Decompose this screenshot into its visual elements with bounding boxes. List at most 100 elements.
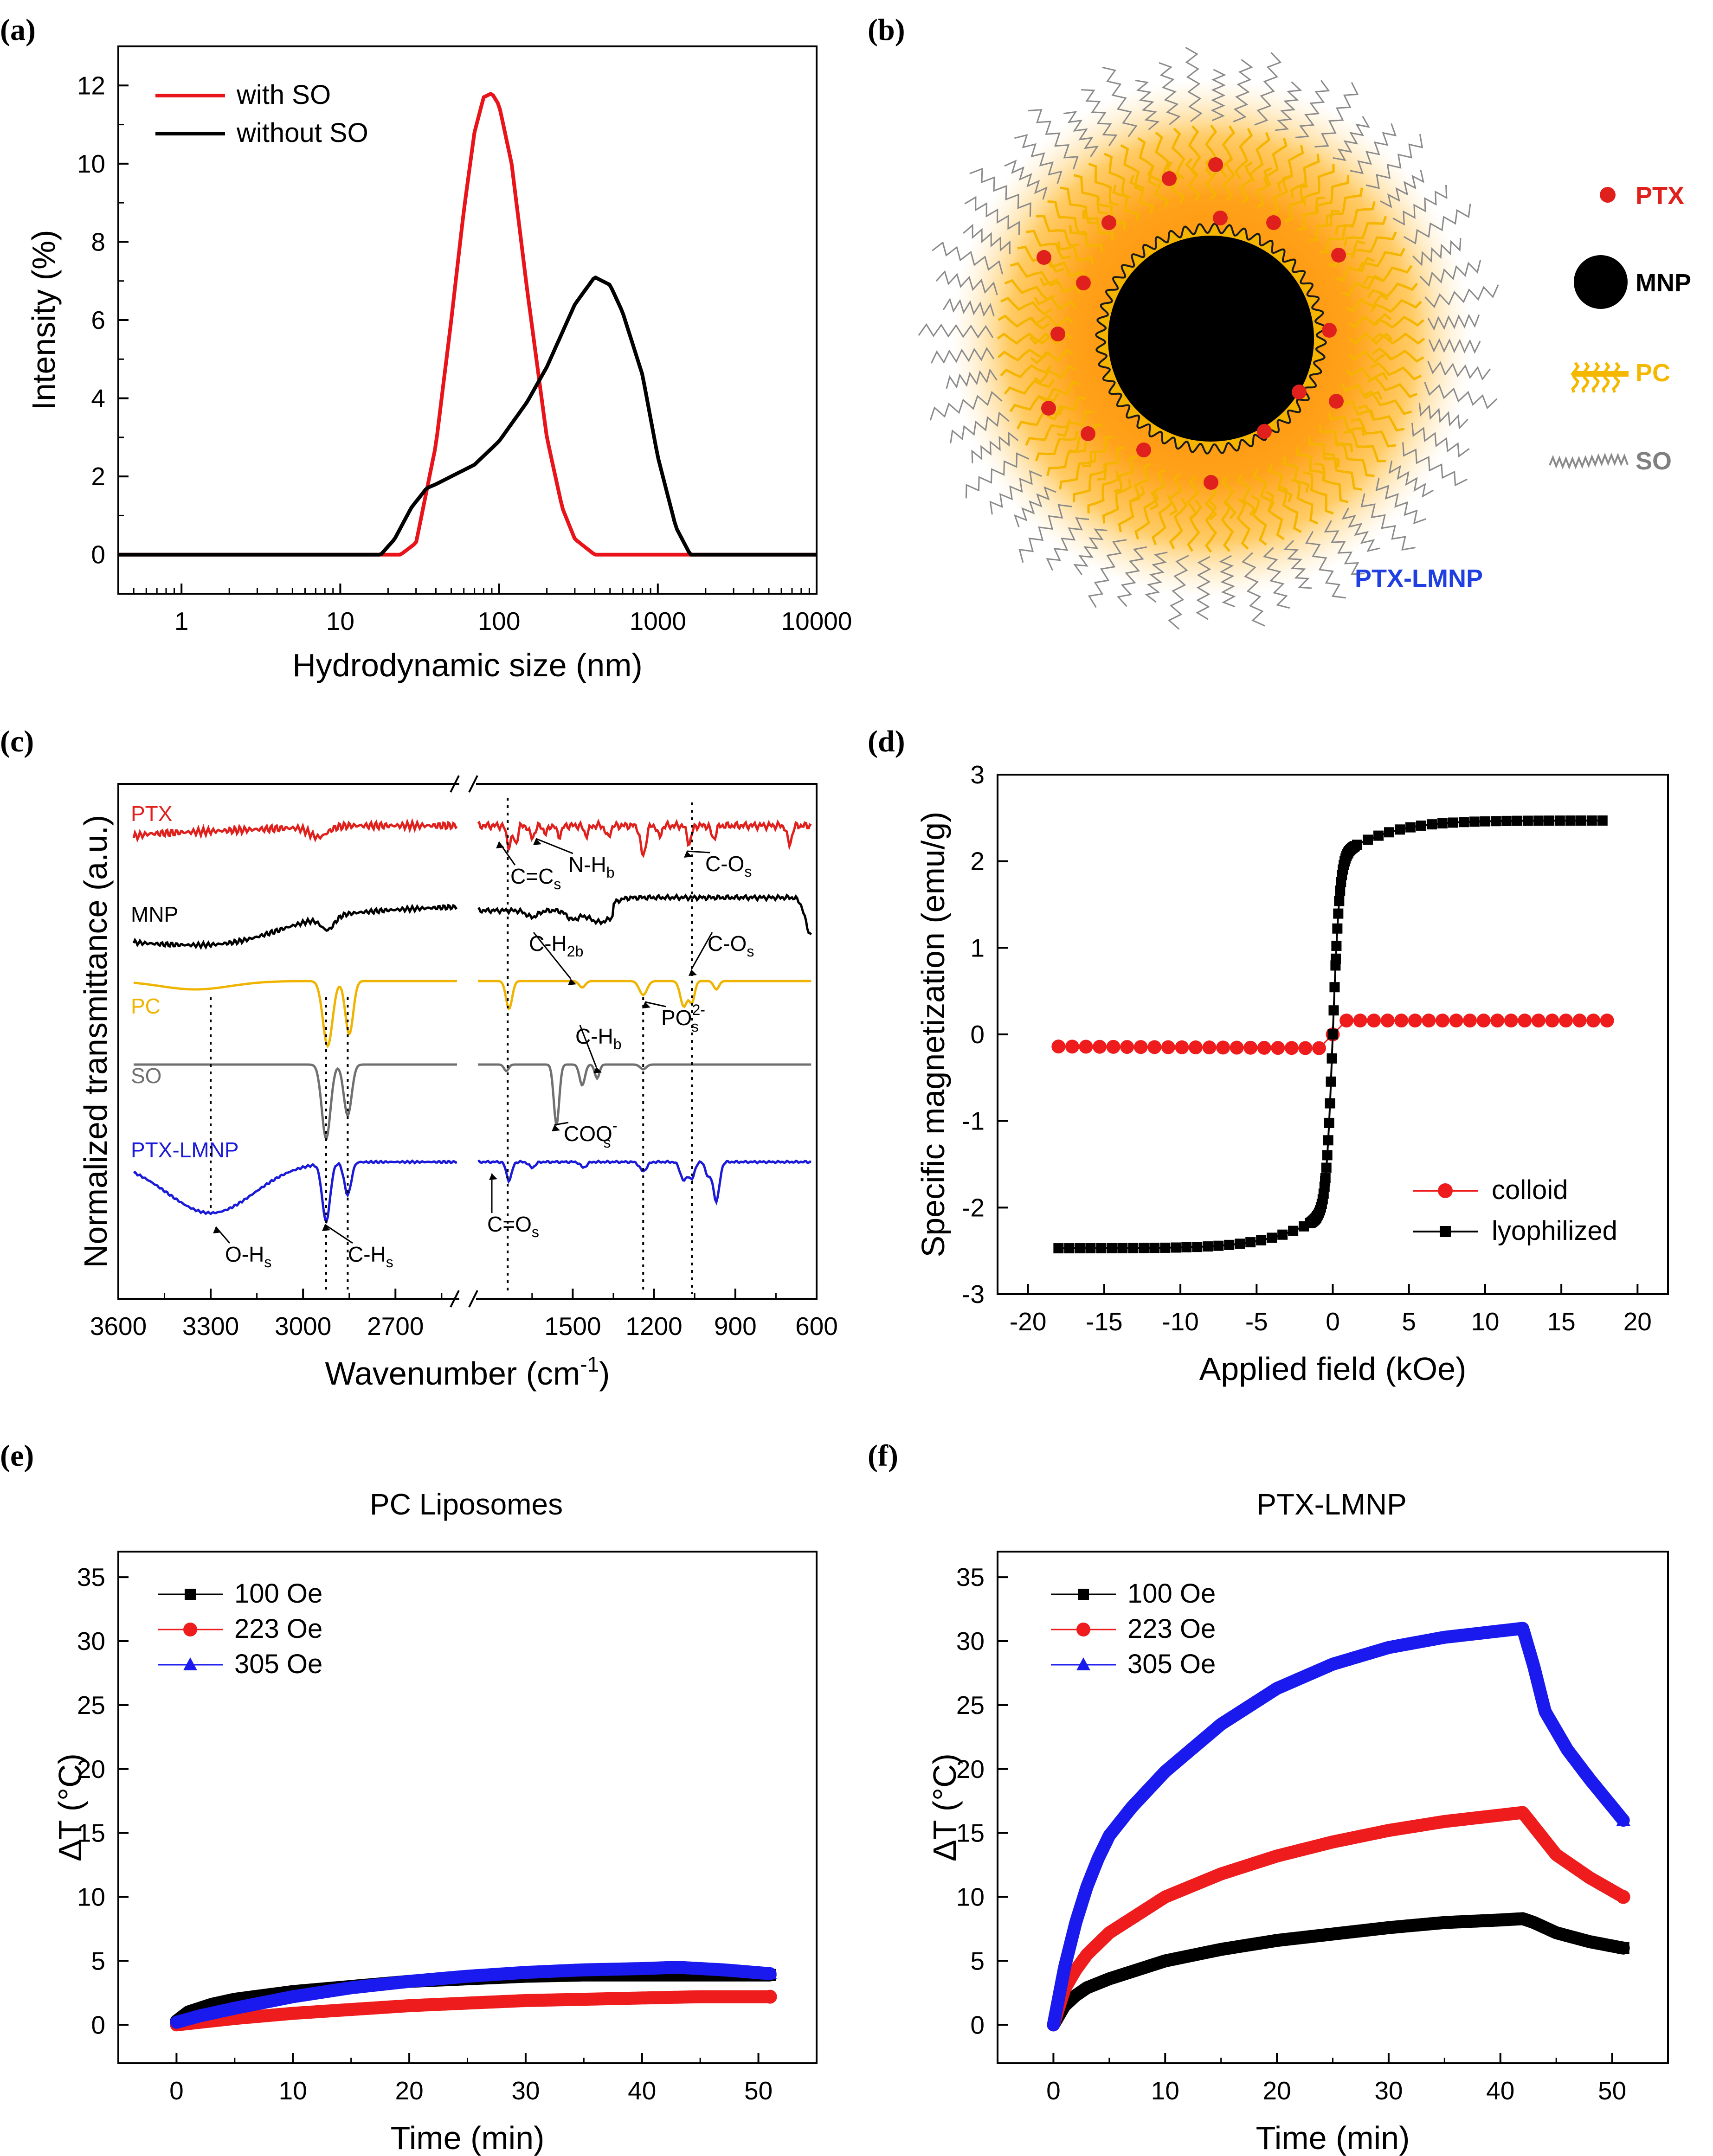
chart-c-annotation-arrowhead	[489, 1174, 497, 1180]
so-chain	[1063, 111, 1099, 157]
chart-c-annotation-sub: s	[386, 1254, 393, 1270]
pc-chain	[1046, 442, 1087, 476]
ptx-dot	[1329, 394, 1344, 409]
pc-chain	[1342, 275, 1383, 297]
chart-f-legend-marker-0	[1078, 1589, 1089, 1600]
chart-c-annotation-sub: s	[554, 876, 561, 892]
pc-chain	[1237, 474, 1256, 516]
chart-d-ytick-label: -3	[962, 1280, 985, 1309]
chart-c-annotation-6: C-Hb	[575, 1024, 622, 1052]
chart-c-annotation-arrow	[686, 850, 710, 853]
so-chain	[935, 270, 998, 295]
chart-a-series-1	[118, 276, 817, 557]
chart-d-lyophilized-point	[1565, 815, 1576, 826]
chart-d-lyophilized-point	[1256, 1235, 1267, 1245]
chart-f-xtick-label: 30	[1374, 2076, 1403, 2105]
chart-c-series-0	[132, 818, 812, 858]
pc-chain	[1096, 196, 1126, 230]
chart-f-xtick-label: 50	[1598, 2076, 1626, 2105]
chart-f-legend-marker-1	[1076, 1623, 1090, 1636]
pc-chain	[1204, 124, 1217, 177]
chart-e-xtick-label: 10	[279, 2076, 307, 2105]
chart-d-xtick-label: 5	[1402, 1307, 1416, 1336]
chart-c-annotation-base: C-H	[575, 1024, 613, 1048]
chart-d-lyophilized-point	[1320, 1173, 1331, 1183]
pc-icon-chain	[1611, 362, 1621, 393]
pc-chain	[1147, 167, 1169, 208]
chart-f-series-endpoint	[1616, 1890, 1630, 1904]
so-chain	[1427, 314, 1480, 331]
chart-c-annotation-base: O-H	[225, 1242, 264, 1266]
pc-chain	[1114, 455, 1138, 493]
chart-e-series-band	[170, 1990, 777, 2032]
so-chain	[1233, 59, 1253, 122]
chart-d-xtick-label: 0	[1326, 1307, 1340, 1336]
chart-d-lyophilized-point	[1533, 815, 1544, 826]
chart-c-xtick-label: 3000	[275, 1312, 331, 1341]
chart-c-series-label-4: PTX-LMNP	[131, 1138, 239, 1162]
so-chain	[1360, 493, 1416, 551]
pc-chain	[1328, 240, 1365, 267]
chart-f-ytick-label: 10	[956, 1883, 985, 1912]
chart-e-xtick-label: 0	[169, 2076, 184, 2105]
so-chain	[1333, 116, 1370, 161]
chart-a-ytick-label: 2	[91, 462, 105, 491]
pc-chain	[1188, 125, 1201, 178]
ptx-dot	[1101, 215, 1116, 230]
chart-d-lyophilized-point	[1203, 1241, 1213, 1252]
pc-chain	[1059, 452, 1097, 490]
so-chain	[1241, 552, 1265, 627]
chart-d-colloid-point	[1394, 1014, 1409, 1028]
chart-f-series-band	[1047, 1622, 1630, 2032]
so-chain	[1018, 504, 1072, 563]
ptx-dot	[1076, 276, 1091, 290]
chart-c-xtick-label: 600	[795, 1312, 838, 1341]
liposome-schematic	[918, 46, 1499, 630]
so-chain	[946, 368, 998, 389]
chart-d-colloid-point	[1476, 1014, 1491, 1028]
pc-chain	[1314, 175, 1350, 215]
pc-chain	[1357, 404, 1405, 432]
pc-chain	[1346, 293, 1389, 313]
chart-e-ytick-label: 20	[77, 1755, 105, 1784]
chart-d-lyophilized-point	[1458, 817, 1469, 828]
chart-a-xtick-label: 10	[326, 607, 354, 635]
pc-chain	[1185, 158, 1201, 201]
pc-chain	[1253, 469, 1275, 511]
ptx-dot	[1266, 215, 1281, 230]
chart-c-xlabel-main: Wavenumber (cm	[325, 1355, 580, 1392]
pc-chain	[1265, 490, 1285, 540]
so-chain	[1145, 552, 1168, 603]
pc-chain	[1372, 315, 1424, 329]
pc-chain	[1302, 164, 1335, 206]
so-chain	[1219, 555, 1236, 608]
chart-d-lyophilized-point	[1597, 815, 1608, 826]
so-chain	[1314, 82, 1359, 148]
so-chain	[971, 431, 1019, 463]
chart-e-ytick-label: 5	[91, 1946, 105, 1975]
chart-c-annotation-8: C=Os	[487, 1212, 539, 1240]
chart-c-series-line-right	[478, 980, 811, 1011]
pc-chain	[1303, 471, 1334, 515]
chart-d-lyophilized-point	[1544, 815, 1554, 826]
chart-c-series-line-left	[134, 980, 457, 1048]
pc-chain	[1334, 442, 1375, 477]
pc-chain	[1222, 158, 1236, 201]
chart-a-legend-label-0: with SO	[236, 80, 331, 110]
so-chain	[1403, 203, 1471, 245]
chart-f-series-0	[1047, 1912, 1630, 2032]
pc-chain	[1039, 277, 1081, 294]
pc-chain	[1309, 210, 1340, 242]
so-chain	[1341, 507, 1380, 552]
so-chain	[964, 196, 1020, 235]
chart-d-lyophilized-point	[1139, 1243, 1149, 1253]
pc-chain	[1251, 494, 1267, 546]
chart-a-xtick-label: 10000	[781, 607, 852, 635]
chart-c-series-1	[132, 893, 812, 950]
chart-c-annotation-2: C-Os	[705, 852, 752, 880]
mnp-sphere-icon	[1574, 255, 1628, 309]
so-chain	[1424, 284, 1499, 308]
so-chain	[1254, 52, 1282, 126]
schem-legend-mnp: MNP	[1636, 269, 1691, 297]
chart-c-annotation-arrow	[690, 932, 713, 970]
